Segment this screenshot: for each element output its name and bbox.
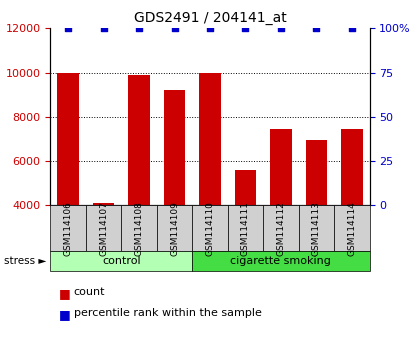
Text: GSM114106: GSM114106 <box>64 201 73 256</box>
Text: GSM114112: GSM114112 <box>276 201 286 256</box>
Point <box>313 25 320 31</box>
Text: stress ►: stress ► <box>4 256 46 266</box>
Text: GSM114110: GSM114110 <box>205 201 215 256</box>
Bar <box>235 170 256 205</box>
Text: control: control <box>102 256 141 266</box>
Point <box>100 25 107 31</box>
Text: ■: ■ <box>59 287 71 300</box>
Point <box>171 25 178 31</box>
Bar <box>341 129 362 205</box>
Text: GDS2491 / 204141_at: GDS2491 / 204141_at <box>134 11 286 25</box>
Bar <box>93 203 114 205</box>
Text: cigarette smoking: cigarette smoking <box>231 256 331 266</box>
Bar <box>270 129 291 205</box>
Bar <box>164 90 185 205</box>
Bar <box>129 75 150 205</box>
Bar <box>306 140 327 205</box>
Text: GSM114113: GSM114113 <box>312 201 321 256</box>
Point <box>278 25 284 31</box>
Point <box>207 25 213 31</box>
Text: ■: ■ <box>59 308 71 321</box>
Point <box>242 25 249 31</box>
Point <box>65 25 71 31</box>
Bar <box>200 73 221 205</box>
Text: count: count <box>74 287 105 297</box>
Point <box>136 25 142 31</box>
Bar <box>58 73 79 205</box>
Text: GSM114111: GSM114111 <box>241 201 250 256</box>
Point <box>349 25 355 31</box>
Text: GSM114107: GSM114107 <box>99 201 108 256</box>
Text: GSM114109: GSM114109 <box>170 201 179 256</box>
Text: GSM114108: GSM114108 <box>134 201 144 256</box>
Text: percentile rank within the sample: percentile rank within the sample <box>74 308 261 318</box>
Text: GSM114114: GSM114114 <box>347 201 356 256</box>
